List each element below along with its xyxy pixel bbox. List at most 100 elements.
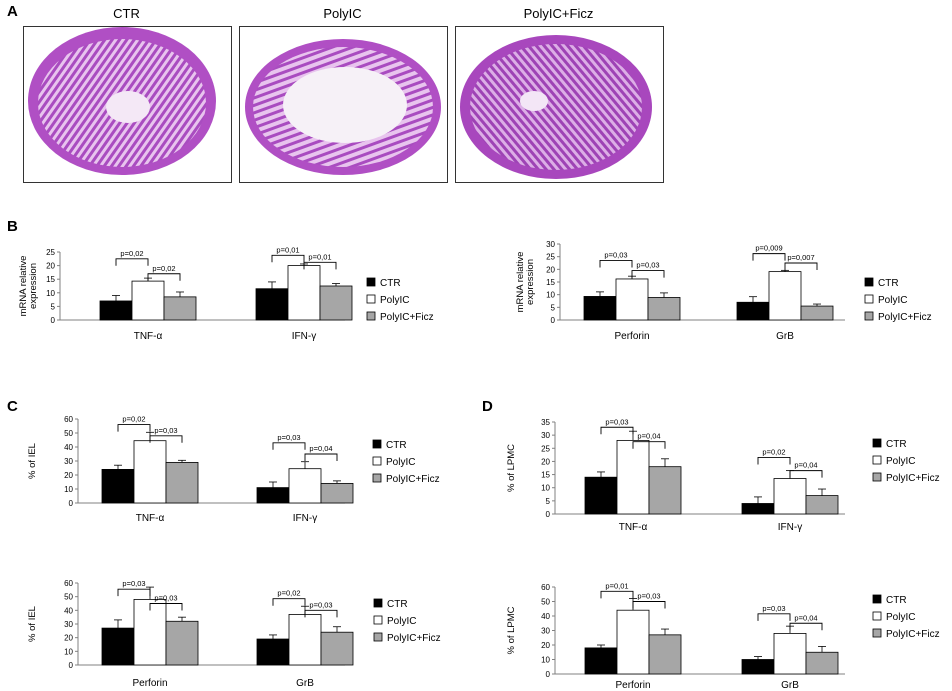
- y-tick-label: 20: [541, 641, 550, 650]
- legend-label: CTR: [878, 278, 899, 289]
- y-axis-label-line: % of IEL: [27, 606, 38, 642]
- bar-ctr: [101, 627, 135, 666]
- bar-ctr: [584, 476, 618, 515]
- legend-swatch: [366, 277, 376, 287]
- y-tick-label: 5: [51, 302, 56, 311]
- panel-letter-d: D: [482, 398, 493, 415]
- legend-swatch: [872, 472, 882, 482]
- bar-polyic-ficz: [320, 631, 354, 666]
- y-tick-label: 5: [551, 303, 556, 312]
- bar-polyic: [288, 468, 322, 504]
- micrograph-polyic-ficz: [455, 26, 664, 183]
- y-tick-label: 30: [541, 627, 550, 636]
- chart-b-right: 0 5 10 15 20 25 30 mRNA relativeexpression Perfo…: [515, 240, 932, 342]
- y-tick-label: 25: [541, 444, 550, 453]
- legend-swatch: [373, 615, 383, 625]
- y-tick-label: 40: [64, 443, 73, 452]
- significance-bracket: [757, 613, 791, 621]
- y-axis-label-line: % of IEL: [27, 443, 38, 479]
- y-axis-label-line: mRNA relative: [18, 256, 29, 317]
- significance-bracket: [757, 457, 791, 465]
- legend-label: PolyIC: [380, 295, 409, 306]
- legend-label: PolyIC: [387, 616, 416, 627]
- p-value-label: p=0,03: [122, 579, 145, 588]
- category-label: GrB: [296, 678, 314, 689]
- significance-bracket: [149, 435, 183, 443]
- category-label: Perforin: [132, 678, 167, 689]
- significance-bracket: [789, 470, 823, 478]
- bar-polyic-ficz: [163, 296, 197, 321]
- bar-ctr: [583, 296, 617, 321]
- significance-bracket: [272, 598, 306, 606]
- y-tick-label: 10: [541, 484, 550, 493]
- y-tick-label: 20: [546, 265, 555, 274]
- y-tick-label: 30: [64, 457, 73, 466]
- p-value-label: p=0,04: [794, 613, 817, 622]
- legend-label: PolyIC+Ficz: [380, 312, 434, 323]
- bar-polyic: [773, 633, 807, 675]
- y-axis-label-line: % of LPMC: [506, 444, 517, 492]
- p-value-label: p=0,03: [605, 417, 628, 426]
- legend-swatch: [872, 594, 882, 604]
- y-tick-label: 30: [541, 431, 550, 440]
- p-value-label: p=0,01: [605, 581, 628, 590]
- bar-ctr: [736, 301, 770, 321]
- p-value-label: p=0,02: [122, 415, 145, 424]
- y-tick-label: 30: [64, 620, 73, 629]
- y-tick-label: 0: [51, 316, 56, 325]
- significance-bracket: [115, 258, 149, 266]
- y-tick-label: 10: [64, 647, 73, 656]
- y-tick-label: 15: [46, 275, 55, 284]
- legend-label: PolyIC: [886, 612, 915, 623]
- legend-label: CTR: [380, 278, 401, 289]
- legend-label: PolyIC: [386, 457, 415, 468]
- p-value-label: p=0,03: [637, 592, 660, 601]
- y-tick-label: 60: [64, 579, 73, 588]
- bar-ctr: [255, 288, 289, 321]
- bar-polyic-ficz: [647, 297, 681, 321]
- legend-swatch: [373, 598, 383, 608]
- p-value-label: p=0,03: [604, 250, 627, 259]
- y-tick-label: 35: [541, 418, 550, 427]
- significance-bracket: [117, 588, 151, 597]
- p-value-label: p=0,02: [120, 249, 143, 258]
- significance-bracket: [600, 590, 634, 599]
- bar-polyic-ficz: [800, 305, 834, 321]
- panel-letter-b: B: [7, 218, 18, 235]
- bar-polyic: [616, 439, 650, 515]
- bar-polyic-ficz: [319, 285, 353, 321]
- y-tick-label: 60: [541, 583, 550, 592]
- significance-bracket: [632, 441, 666, 449]
- y-tick-label: 10: [64, 485, 73, 494]
- bar-polyic-ficz: [165, 620, 199, 666]
- p-value-label: p=0,009: [755, 244, 782, 253]
- y-tick-label: 20: [541, 457, 550, 466]
- p-value-label: p=0,01: [276, 245, 299, 254]
- legend-swatch: [372, 439, 382, 449]
- y-tick-label: 5: [546, 497, 551, 506]
- significance-bracket: [600, 426, 634, 435]
- bar-polyic-ficz: [805, 495, 839, 515]
- legend-label: PolyIC+Ficz: [387, 633, 441, 644]
- p-value-label: p=0,03: [309, 600, 332, 609]
- legend-swatch: [372, 473, 382, 483]
- bar-ctr: [99, 300, 133, 321]
- y-tick-label: 15: [541, 471, 550, 480]
- legend-swatch: [366, 294, 376, 304]
- y-tick-label: 10: [546, 291, 555, 300]
- y-tick-label: 0: [69, 499, 74, 508]
- y-tick-label: 30: [546, 240, 555, 249]
- legend-swatch: [372, 456, 382, 466]
- panel-letter-c: C: [7, 398, 18, 415]
- category-label: IFN-γ: [292, 331, 316, 342]
- p-value-label: p=0,03: [762, 604, 785, 613]
- micrograph-ctr: [23, 26, 232, 183]
- p-value-label: p=0,02: [152, 264, 175, 273]
- y-tick-label: 15: [546, 278, 555, 287]
- y-tick-label: 0: [546, 510, 551, 519]
- bar-polyic: [288, 614, 322, 666]
- y-axis-label: mRNA relativeexpression: [515, 252, 536, 313]
- bar-polyic-ficz: [165, 461, 199, 504]
- p-value-label: p=0,01: [308, 252, 331, 261]
